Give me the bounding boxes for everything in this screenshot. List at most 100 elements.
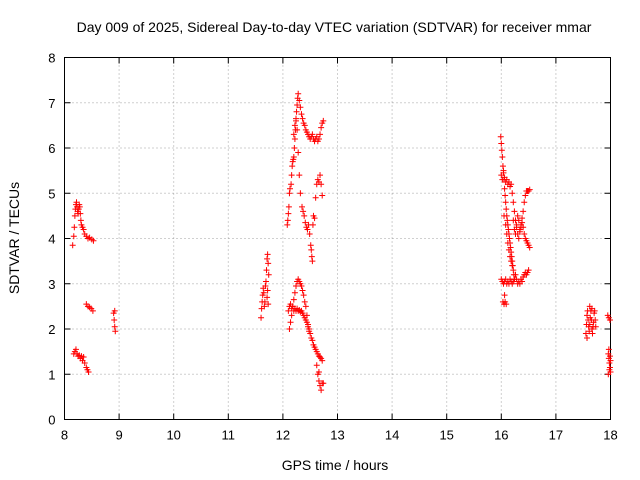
data-point (319, 357, 326, 364)
data-point (512, 230, 519, 237)
x-tick-label: 10 (166, 428, 180, 443)
data-point (111, 307, 118, 314)
data-point (519, 219, 526, 226)
data-point (502, 221, 509, 228)
x-tick-label: 8 (61, 428, 68, 443)
data-point (512, 271, 519, 278)
data-point (525, 187, 532, 194)
data-point (296, 97, 303, 104)
data-point (291, 145, 298, 151)
data-point (501, 212, 508, 219)
data-point (317, 172, 324, 179)
x-tick-label: 14 (385, 428, 399, 443)
data-point (297, 104, 304, 111)
y-tick-label: 4 (48, 232, 55, 247)
data-point (302, 219, 309, 226)
data-point (264, 255, 271, 262)
data-points (69, 90, 614, 394)
data-point (506, 235, 513, 242)
data-point (318, 181, 325, 188)
data-point (76, 203, 83, 210)
data-point (510, 217, 517, 224)
data-point (592, 323, 599, 330)
data-point (69, 242, 76, 249)
y-tick-label: 3 (48, 277, 55, 292)
data-point (291, 289, 298, 296)
data-point (290, 296, 297, 303)
data-point (513, 221, 520, 228)
data-point (111, 316, 118, 323)
data-point (522, 192, 529, 199)
data-point (258, 314, 265, 321)
data-point (315, 135, 322, 142)
data-point (77, 217, 84, 224)
data-point (305, 321, 312, 328)
data-point (261, 298, 268, 305)
data-point (264, 251, 271, 258)
data-point (302, 303, 309, 310)
x-tick-label: 12 (276, 428, 290, 443)
data-point (289, 303, 296, 310)
data-point (295, 149, 302, 156)
x-tick-label: 13 (330, 428, 344, 443)
data-point (298, 283, 305, 290)
data-point (500, 167, 507, 174)
x-tick-label: 17 (549, 428, 563, 443)
chart-title: Day 009 of 2025, Sidereal Day-to-day VTE… (77, 19, 592, 35)
y-tick-label: 8 (48, 51, 55, 66)
data-point (80, 226, 87, 233)
data-point (89, 307, 96, 314)
data-point (307, 242, 314, 249)
data-point (311, 215, 318, 222)
data-point (320, 117, 327, 124)
data-point (584, 312, 591, 319)
data-point (301, 298, 308, 305)
data-point (320, 380, 327, 387)
y-tick-label: 2 (48, 322, 55, 337)
data-point (306, 230, 313, 237)
data-point (298, 111, 305, 118)
data-point (503, 230, 510, 237)
data-point (504, 217, 511, 224)
data-point (317, 354, 324, 361)
data-point (81, 359, 88, 366)
data-point (286, 185, 293, 192)
data-point (521, 199, 528, 206)
data-point (589, 330, 596, 337)
data-point (315, 378, 322, 385)
x-tick-label: 9 (115, 428, 122, 443)
data-point (299, 115, 306, 122)
x-axis-label: GPS time / hours (282, 457, 389, 473)
data-point (520, 224, 527, 231)
data-point (285, 307, 292, 314)
data-point (303, 312, 310, 319)
data-point (286, 326, 293, 332)
data-point (72, 346, 79, 353)
x-tick-label: 16 (494, 428, 508, 443)
data-point (285, 203, 292, 210)
data-point (284, 217, 291, 224)
data-point (308, 253, 315, 260)
data-point (71, 224, 78, 231)
data-point (317, 131, 324, 138)
data-point (318, 124, 325, 131)
data-point (299, 203, 306, 210)
data-point (503, 301, 510, 308)
data-point (606, 353, 613, 360)
data-point (504, 240, 511, 247)
data-point (605, 346, 612, 353)
data-point (262, 278, 269, 285)
data-point (111, 323, 118, 330)
data-point (300, 208, 307, 215)
data-point (80, 354, 87, 361)
data-point (284, 221, 291, 228)
data-point (525, 267, 532, 274)
x-tick-label: 18 (603, 428, 617, 443)
data-point (498, 147, 505, 154)
data-point (261, 303, 268, 310)
data-point (293, 115, 300, 122)
data-point (515, 217, 522, 224)
data-point (509, 190, 516, 197)
